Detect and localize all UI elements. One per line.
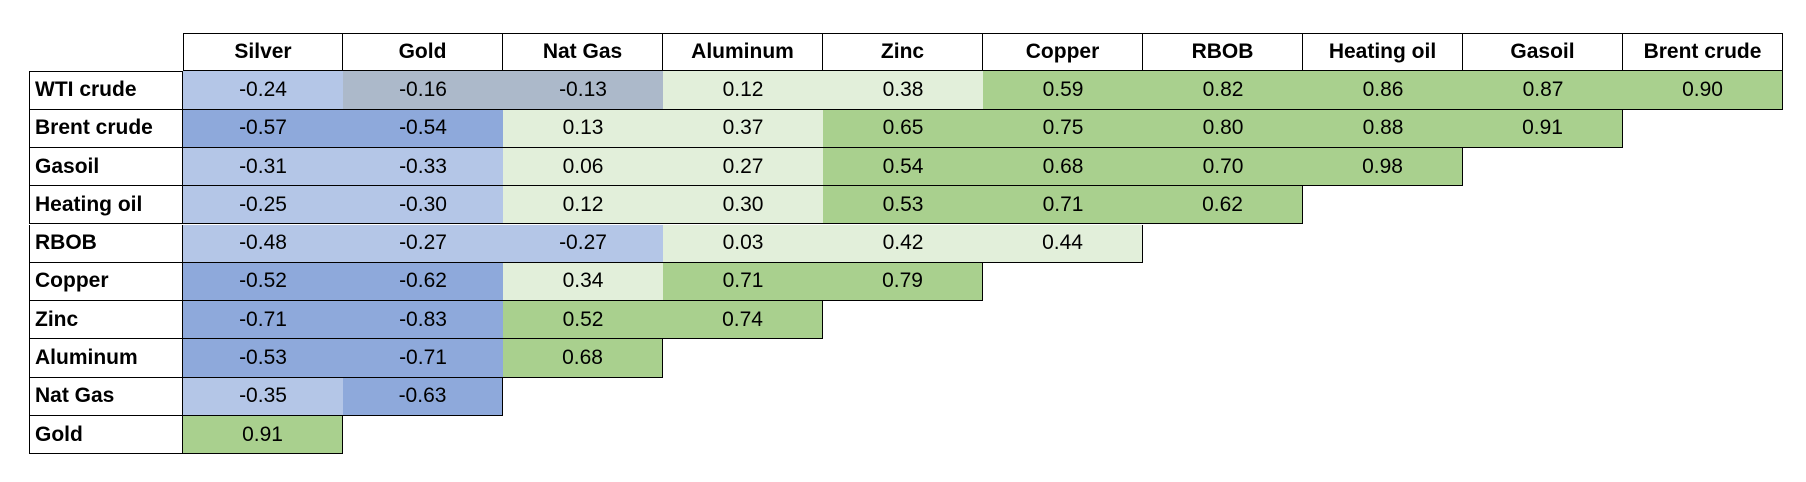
row-header: Zinc bbox=[29, 301, 183, 340]
correlation-cell: -0.24 bbox=[183, 71, 343, 110]
correlation-cell: -0.27 bbox=[503, 224, 663, 263]
correlation-cell: 0.03 bbox=[663, 224, 823, 263]
correlation-cell: 0.87 bbox=[1463, 71, 1623, 110]
correlation-cell: 0.38 bbox=[823, 71, 983, 110]
correlation-cell: 0.52 bbox=[503, 301, 663, 340]
column-header: Zinc bbox=[823, 33, 983, 72]
correlation-cell: -0.63 bbox=[343, 377, 503, 416]
correlation-cell: 0.54 bbox=[823, 147, 983, 187]
correlation-cell: -0.53 bbox=[183, 339, 343, 378]
correlation-cell: 0.82 bbox=[1143, 71, 1303, 110]
column-header: Silver bbox=[183, 33, 343, 72]
correlation-cell: -0.25 bbox=[183, 186, 343, 225]
column-header: Copper bbox=[983, 33, 1143, 72]
row-header: Heating oil bbox=[29, 186, 183, 225]
row-header: RBOB bbox=[29, 224, 183, 263]
correlation-cell: -0.83 bbox=[343, 301, 503, 340]
correlation-cell: 0.88 bbox=[1303, 109, 1463, 148]
correlation-cell: -0.31 bbox=[183, 147, 343, 187]
correlation-cell: -0.57 bbox=[183, 109, 343, 148]
row-header: Aluminum bbox=[29, 339, 183, 378]
correlation-cell: -0.71 bbox=[343, 339, 503, 378]
correlation-cell: -0.27 bbox=[343, 224, 503, 263]
correlation-cell: 0.86 bbox=[1303, 71, 1463, 110]
column-header: Nat Gas bbox=[503, 33, 663, 72]
correlation-cell: 0.53 bbox=[823, 186, 983, 225]
correlation-cell: 0.27 bbox=[663, 147, 823, 187]
column-header: Aluminum bbox=[663, 33, 823, 72]
row-header: Brent crude bbox=[29, 109, 183, 148]
correlation-cell: -0.16 bbox=[343, 71, 503, 110]
correlation-cell: 0.13 bbox=[503, 109, 663, 148]
correlation-cell: 0.90 bbox=[1623, 71, 1783, 110]
correlation-cell: 0.75 bbox=[983, 109, 1143, 148]
correlation-cell: -0.62 bbox=[343, 262, 503, 302]
correlation-cell: 0.12 bbox=[663, 71, 823, 110]
correlation-cell: 0.30 bbox=[663, 186, 823, 225]
column-header: Brent crude bbox=[1623, 33, 1783, 72]
correlation-cell: 0.65 bbox=[823, 109, 983, 148]
correlation-cell: 0.79 bbox=[823, 262, 983, 302]
correlation-cell: 0.71 bbox=[983, 186, 1143, 225]
correlation-cell: 0.06 bbox=[503, 147, 663, 187]
correlation-cell: 0.80 bbox=[1143, 109, 1303, 148]
correlation-cell: 0.62 bbox=[1143, 186, 1303, 225]
correlation-cell: -0.52 bbox=[183, 262, 343, 302]
row-header: WTI crude bbox=[29, 71, 183, 110]
correlation-cell: 0.12 bbox=[503, 186, 663, 225]
correlation-cell: 0.34 bbox=[503, 262, 663, 302]
row-header: Gold bbox=[29, 416, 183, 455]
row-header: Nat Gas bbox=[29, 377, 183, 416]
correlation-cell: 0.68 bbox=[503, 339, 663, 378]
correlation-cell: -0.54 bbox=[343, 109, 503, 148]
column-header: RBOB bbox=[1143, 33, 1303, 72]
correlation-cell: -0.13 bbox=[503, 71, 663, 110]
correlation-cell: 0.70 bbox=[1143, 147, 1303, 187]
correlation-cell: -0.48 bbox=[183, 224, 343, 263]
correlation-cell: -0.33 bbox=[343, 147, 503, 187]
correlation-cell: 0.74 bbox=[663, 301, 823, 340]
correlation-cell: 0.91 bbox=[1463, 109, 1623, 148]
column-header: Heating oil bbox=[1303, 33, 1463, 72]
correlation-cell: 0.71 bbox=[663, 262, 823, 302]
row-header: Copper bbox=[29, 262, 183, 302]
column-header: Gold bbox=[343, 33, 503, 72]
correlation-cell: -0.71 bbox=[183, 301, 343, 340]
correlation-cell: 0.98 bbox=[1303, 147, 1463, 187]
correlation-cell: 0.42 bbox=[823, 224, 983, 263]
column-header: Gasoil bbox=[1463, 33, 1623, 72]
correlation-cell: 0.59 bbox=[983, 71, 1143, 110]
correlation-cell: 0.44 bbox=[983, 224, 1143, 263]
correlation-cell: 0.37 bbox=[663, 109, 823, 148]
correlation-cell: -0.35 bbox=[183, 377, 343, 416]
row-header: Gasoil bbox=[29, 147, 183, 187]
correlation-cell: -0.30 bbox=[343, 186, 503, 225]
correlation-cell: 0.91 bbox=[183, 416, 343, 455]
correlation-cell: 0.68 bbox=[983, 147, 1143, 187]
